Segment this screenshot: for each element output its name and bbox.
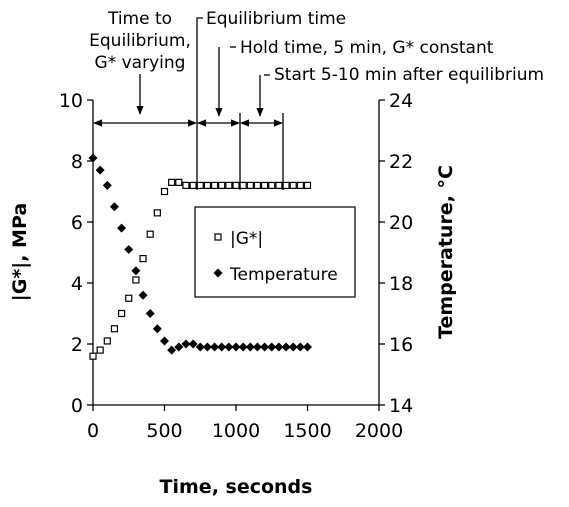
y2-axis-label: Temperature, °C xyxy=(435,165,457,339)
marker-diamond xyxy=(195,342,205,352)
marker-diamond xyxy=(160,336,169,346)
annotation: Equilibrium, xyxy=(89,31,191,51)
y-tick-label: 6 xyxy=(71,212,83,234)
marker-square xyxy=(214,233,222,241)
y2-tick-label: 22 xyxy=(389,151,413,173)
marker-square xyxy=(182,181,190,189)
marker-diamond xyxy=(102,180,112,190)
annotation: Hold time, 5 min, G* constant xyxy=(240,38,494,58)
marker-diamond xyxy=(188,339,198,349)
annotation: Time to xyxy=(107,9,172,29)
marker-square xyxy=(89,352,97,360)
marker-square xyxy=(132,276,140,284)
y-tick-label: 8 xyxy=(71,151,83,173)
marker-square xyxy=(232,181,240,189)
annotation: Start 5-10 min after equilibrium xyxy=(274,65,544,85)
marker-diamond xyxy=(267,342,277,352)
marker-square xyxy=(218,181,226,189)
marker-square xyxy=(139,255,147,263)
marker-diamond xyxy=(174,342,184,352)
marker-square xyxy=(196,181,204,189)
x-tick-label: 2000 xyxy=(355,420,403,442)
marker-square xyxy=(146,230,154,238)
marker-square xyxy=(103,337,111,345)
marker-square xyxy=(282,181,290,189)
marker-diamond xyxy=(260,342,270,352)
x-tick-label: 500 xyxy=(146,420,182,442)
marker-diamond xyxy=(231,342,241,352)
marker-diamond xyxy=(295,342,305,352)
marker-square xyxy=(296,181,304,189)
y-tick-label: 4 xyxy=(71,273,83,295)
marker-diamond xyxy=(217,342,227,352)
marker-diamond xyxy=(202,342,212,352)
marker-diamond xyxy=(124,244,134,254)
marker-diamond xyxy=(117,223,127,233)
legend-label: |G*| xyxy=(230,229,263,249)
x-axis-label: Time, seconds xyxy=(160,476,313,498)
annotations: Time to Equilibrium, G* varying Equilibr… xyxy=(89,9,544,190)
marker-diamond xyxy=(138,290,148,300)
y2-tick-label: 18 xyxy=(389,273,413,295)
marker-square xyxy=(275,181,283,189)
annotation: G* varying xyxy=(95,53,186,73)
legend-box xyxy=(194,206,356,298)
marker-diamond xyxy=(145,309,155,318)
y2-tick-label: 14 xyxy=(389,395,413,417)
marker-square xyxy=(203,181,211,189)
marker-square xyxy=(96,346,104,354)
annotation: Equilibrium time xyxy=(206,9,346,29)
marker-diamond xyxy=(252,342,262,352)
y-axis-label: |G*|, MPa xyxy=(9,203,31,301)
marker-square xyxy=(210,181,219,189)
y-tick-label: 10 xyxy=(59,90,83,112)
marker-diamond xyxy=(281,342,291,352)
marker-diamond xyxy=(88,153,98,163)
marker-square xyxy=(175,178,183,186)
marker-square xyxy=(117,309,126,318)
marker-diamond xyxy=(303,342,312,352)
marker-diamond xyxy=(167,345,177,355)
marker-square xyxy=(168,178,176,186)
marker-diamond xyxy=(245,342,255,352)
marker-diamond xyxy=(210,342,220,352)
marker-square xyxy=(189,181,197,189)
x-tick-label: 1500 xyxy=(283,420,331,442)
marker-square xyxy=(239,181,247,189)
legend-label: Temperature xyxy=(229,265,338,285)
x-tick-label: 0 xyxy=(87,420,99,442)
marker-square xyxy=(261,181,269,189)
marker-square xyxy=(110,325,119,333)
marker-square xyxy=(268,181,276,189)
marker-square xyxy=(153,209,161,217)
marker-square xyxy=(289,181,297,189)
marker-diamond xyxy=(109,202,119,212)
marker-diamond xyxy=(238,342,248,352)
marker-diamond xyxy=(152,324,162,334)
y2-tick-label: 24 xyxy=(389,90,413,112)
marker-square xyxy=(225,181,233,189)
marker-diamond xyxy=(288,342,298,352)
marker-diamond xyxy=(131,266,141,276)
marker-square xyxy=(246,181,254,189)
marker-diamond xyxy=(224,342,234,352)
y2-tick-label: 20 xyxy=(389,212,413,234)
y-tick-label: 0 xyxy=(71,395,83,417)
marker-square xyxy=(125,294,133,302)
x-tick-label: 1000 xyxy=(212,420,260,442)
marker-square xyxy=(303,181,312,189)
annotation-line xyxy=(196,17,203,190)
marker-diamond xyxy=(274,342,284,352)
y-tick-label: 2 xyxy=(71,334,83,356)
y2-tick-label: 16 xyxy=(389,334,413,356)
marker-diamond xyxy=(181,339,191,349)
marker-square xyxy=(253,181,262,189)
marker-diamond xyxy=(95,165,105,175)
marker-square xyxy=(160,187,169,196)
marker-diamond xyxy=(213,268,223,278)
